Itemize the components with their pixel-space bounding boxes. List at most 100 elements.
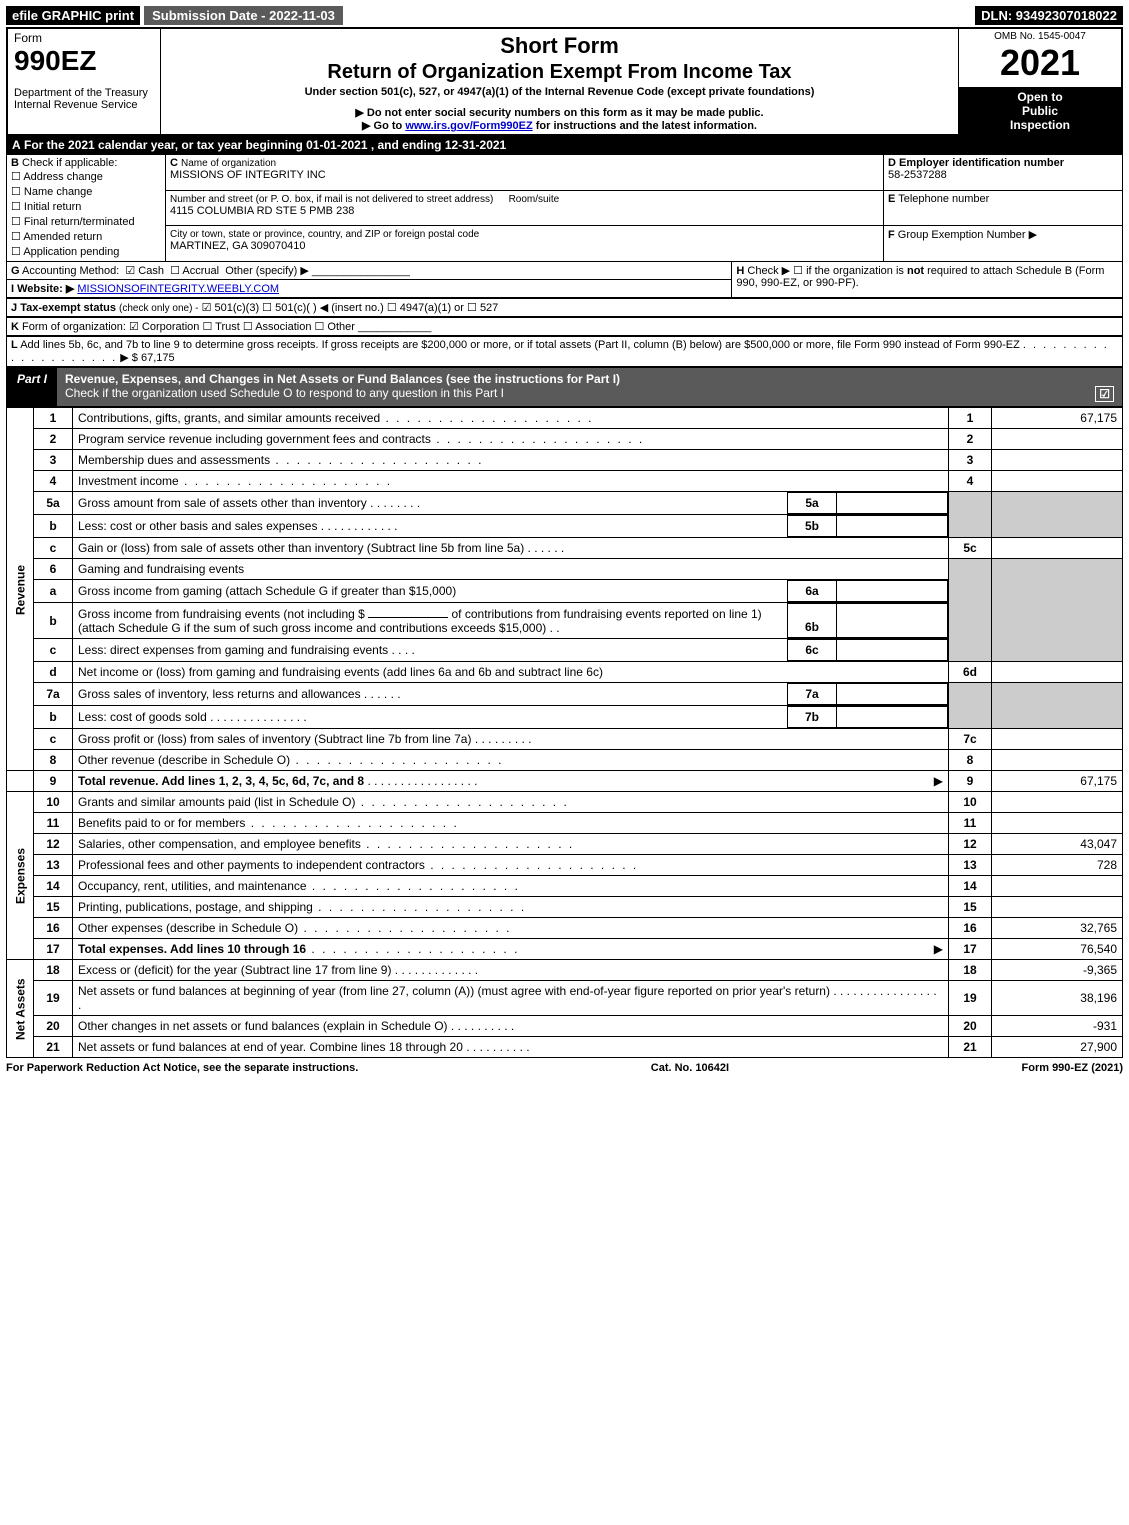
goto-link-line: ▶ Go to www.irs.gov/Form990EZ for instru… xyxy=(167,119,952,132)
e-label: Telephone number xyxy=(898,193,989,205)
goto-prefix: ▶ Go to xyxy=(362,120,405,132)
open-public-inspection: Open to Public Inspection xyxy=(959,87,1123,135)
line-6b-blank xyxy=(368,617,448,618)
chk-application-pending[interactable]: Application pending xyxy=(11,244,161,259)
footer-left: For Paperwork Reduction Act Notice, see … xyxy=(6,1062,358,1074)
line-8-ref: 8 xyxy=(949,750,992,771)
letter-h: H xyxy=(736,265,744,277)
line-5c-amt xyxy=(992,538,1123,559)
short-form-title: Short Form xyxy=(167,33,952,59)
goto-suffix: for instructions and the latest informat… xyxy=(533,120,757,132)
accounting-other[interactable]: Other (specify) ▶ xyxy=(225,265,309,277)
chk-initial-return[interactable]: Initial return xyxy=(11,199,161,214)
line-12-dots xyxy=(361,837,574,851)
line-19-amt: 38,196 xyxy=(992,981,1123,1016)
line-18-ref: 18 xyxy=(949,960,992,981)
line-19-num: 19 xyxy=(34,981,73,1016)
line-5b-sub: 5b xyxy=(788,516,837,537)
room-label: Room/suite xyxy=(509,194,560,205)
line-14-num: 14 xyxy=(34,876,73,897)
line-3-dots xyxy=(270,453,483,467)
line-6-desc: Gaming and fundraising events xyxy=(73,559,949,580)
irs-link[interactable]: www.irs.gov/Form990EZ xyxy=(405,120,532,132)
letter-f: F xyxy=(888,229,895,241)
open-to: Open to xyxy=(965,90,1115,104)
accounting-cash[interactable]: Cash xyxy=(138,265,164,277)
line-17-arrow: ▶ xyxy=(934,942,943,956)
line-7c-amt xyxy=(992,729,1123,750)
submission-date-label: Submission Date - 2022-11-03 xyxy=(144,6,343,25)
line-20-desc: Other changes in net assets or fund bala… xyxy=(78,1019,448,1033)
expenses-vlabel: Expenses xyxy=(7,792,34,960)
chk-name-change[interactable]: Name change xyxy=(11,184,161,199)
b-label: Check if applicable: xyxy=(22,157,117,169)
line-5a-desc: Gross amount from sale of assets other t… xyxy=(78,496,367,510)
dept-treasury: Department of the Treasury xyxy=(14,87,154,99)
line-21-ref: 21 xyxy=(949,1037,992,1058)
line-10-ref: 10 xyxy=(949,792,992,813)
line-6-shade-amt xyxy=(992,559,1123,662)
form-header: Form 990EZ Department of the Treasury In… xyxy=(6,27,1123,136)
line-9-amt: 67,175 xyxy=(992,771,1123,792)
line-17-dots xyxy=(306,942,519,956)
line-4-desc: Investment income xyxy=(78,474,179,488)
line-3-desc: Membership dues and assessments xyxy=(78,453,270,467)
line-17-ref: 17 xyxy=(949,939,992,960)
letter-k: K xyxy=(11,321,19,333)
line-a: A For the 2021 calendar year, or tax yea… xyxy=(6,136,1123,154)
line-6-num: 6 xyxy=(34,559,73,580)
line-5a-num: 5a xyxy=(34,492,73,515)
line-9-desc: Total revenue. Add lines 1, 2, 3, 4, 5c,… xyxy=(78,774,364,788)
line-20-ref: 20 xyxy=(949,1016,992,1037)
irs-label: Internal Revenue Service xyxy=(14,99,154,111)
footer-right-bold: 990-EZ xyxy=(1052,1062,1088,1074)
line-7-shade-amt xyxy=(992,683,1123,729)
chk-address-change[interactable]: Address change xyxy=(11,169,161,184)
line-5a-sub: 5a xyxy=(788,493,837,514)
j-block: J Tax-exempt status (check only one) - ☑… xyxy=(6,298,1123,317)
line-15-desc: Printing, publications, postage, and shi… xyxy=(78,900,313,914)
line-a-text: For the 2021 calendar year, or tax year … xyxy=(24,138,506,152)
line-7-shade xyxy=(949,683,992,729)
line-2-num: 2 xyxy=(34,429,73,450)
chk-amended-return[interactable]: Amended return xyxy=(11,229,161,244)
ssn-warning: ▶ Do not enter social security numbers o… xyxy=(167,106,952,119)
k-options[interactable]: ☑ Corporation ☐ Trust ☐ Association ☐ Ot… xyxy=(129,321,355,333)
line-12-num: 12 xyxy=(34,834,73,855)
line-6c-val xyxy=(837,640,948,661)
line-5c-ref: 5c xyxy=(949,538,992,559)
letter-i: I xyxy=(11,283,14,295)
ein-value: 58-2537288 xyxy=(888,169,947,181)
part-i-checkbox[interactable]: ☑ xyxy=(1095,386,1114,402)
line-8-amt xyxy=(992,750,1123,771)
website-link[interactable]: MISSIONSOFINTEGRITY.WEEBLY.COM xyxy=(77,283,279,295)
line-11-amt xyxy=(992,813,1123,834)
line-10-amt xyxy=(992,792,1123,813)
accounting-accrual[interactable]: Accrual xyxy=(182,265,219,277)
line-13-desc: Professional fees and other payments to … xyxy=(78,858,425,872)
k-label: Form of organization: xyxy=(22,321,126,333)
line-21-amt: 27,900 xyxy=(992,1037,1123,1058)
line-6a-val xyxy=(837,581,948,602)
chk-final-return[interactable]: Final return/terminated xyxy=(11,214,161,229)
line-5b-desc: Less: cost or other basis and sales expe… xyxy=(78,519,317,533)
line-2-ref: 2 xyxy=(949,429,992,450)
l-arrow: ▶ $ xyxy=(120,352,138,364)
part-i-table: Revenue 1 Contributions, gifts, grants, … xyxy=(6,407,1123,1058)
dln-label: DLN: 93492307018022 xyxy=(975,6,1123,25)
footer-right: Form 990-EZ (2021) xyxy=(1022,1062,1124,1074)
line-13-ref: 13 xyxy=(949,855,992,876)
line-12-amt: 43,047 xyxy=(992,834,1123,855)
line-7c-ref: 7c xyxy=(949,729,992,750)
line-6b-val xyxy=(837,604,948,638)
line-7c-num: c xyxy=(34,729,73,750)
street-value: 4115 COLUMBIA RD STE 5 PMB 238 xyxy=(170,205,354,217)
org-name-value: MISSIONS OF INTEGRITY INC xyxy=(170,169,326,181)
line-1-num: 1 xyxy=(34,408,73,429)
line-10-num: 10 xyxy=(34,792,73,813)
line-7c-desc: Gross profit or (loss) from sales of inv… xyxy=(78,732,471,746)
line-3-amt xyxy=(992,450,1123,471)
j-options[interactable]: ☑ 501(c)(3) ☐ 501(c)( ) ◀ (insert no.) ☐… xyxy=(202,302,499,314)
revenue-vlabel: Revenue xyxy=(7,408,34,771)
line-14-desc: Occupancy, rent, utilities, and maintena… xyxy=(78,879,307,893)
